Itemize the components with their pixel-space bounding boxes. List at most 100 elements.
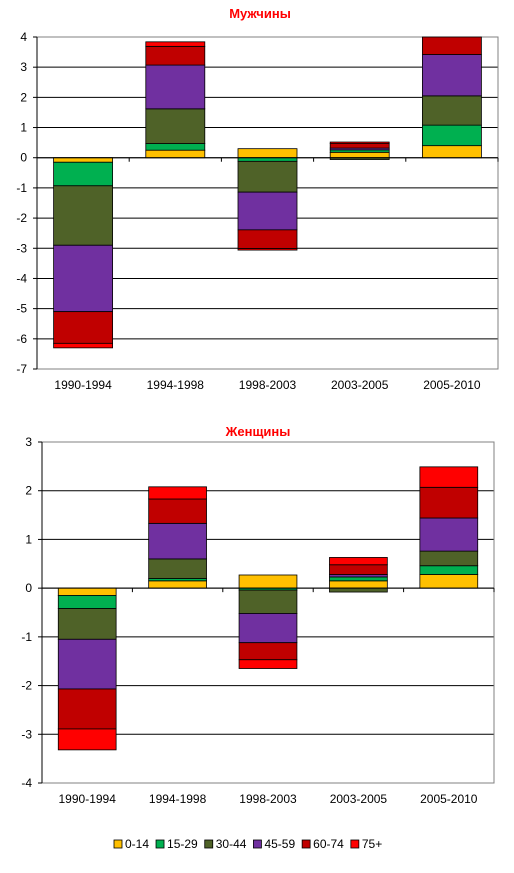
y-tick-label: 4 [20,30,27,44]
legend: 0-14 15-29 30-44 45-59 60-74 75+ [113,837,382,851]
bar-segment-75+ [53,342,114,349]
bar-segment-30-44 [53,185,114,246]
bar-segment-60-74 [237,229,298,249]
bar-segment-60-74 [238,642,298,661]
bar-segment-75+ [237,248,298,251]
bar-segment-45-59 [238,613,298,644]
legend-label: 30-44 [216,837,247,851]
y-tick-label: -5 [16,302,27,316]
x-tick-label: 1994-1998 [147,378,205,392]
x-tick-label: 1990-1994 [54,378,112,392]
bar-segment-60-74 [329,564,388,575]
bar-segment-60-74 [419,486,479,519]
legend-label: 75+ [362,837,382,851]
bar-segment-30-44 [238,589,298,614]
bar-segment-45-59 [419,517,479,552]
y-tick-label: -7 [16,362,27,376]
y-tick-label: -6 [16,332,27,346]
bar-segment-30-44 [421,95,482,126]
bar-segment-60-74 [421,36,482,55]
x-tick-label: 2005-2010 [423,378,481,392]
bar-segment-30-44 [57,608,117,640]
bar-segment-0-14 [419,574,479,589]
x-tick-label: 1998-2003 [239,792,297,806]
legend-label: 0-14 [125,837,149,851]
bar-segment-60-74 [57,688,117,730]
y-tick-label: 1 [25,532,32,546]
y-tick-label: 3 [20,60,27,74]
bar-segment-30-44 [145,108,206,144]
bar-segment-75+ [238,659,298,669]
bar-segment-60-74 [53,311,114,344]
y-tick-label: -1 [16,181,27,195]
bar-segment-0-14 [238,574,298,589]
bar-segment-15-29 [53,161,114,187]
y-tick-label: 0 [25,581,32,595]
y-tick-label: 0 [20,151,27,165]
legend-swatch [204,839,214,849]
bar-segment-45-59 [57,638,117,690]
bar-segment-15-29 [329,576,388,582]
bar-segment-0-14 [329,151,390,159]
bar-segment-15-29 [421,124,482,147]
y-tick-label: -2 [16,211,27,225]
bar-segment-60-74 [148,498,207,524]
bar-segment-45-59 [421,54,482,97]
y-tick-label: -2 [21,679,32,693]
bar-segment-75+ [329,141,390,144]
legend-label: 45-59 [264,837,295,851]
legend-swatch [113,839,123,849]
bar-segment-45-59 [145,64,206,110]
bar-segment-60-74 [145,45,206,66]
bar-segment-0-14 [329,580,388,589]
bar-segment-30-44 [329,587,388,593]
bar-segment-45-59 [53,244,114,313]
x-tick-label: 1998-2003 [239,378,297,392]
bar-segment-75+ [148,486,207,500]
bar-segment-0-14 [237,148,298,159]
y-tick-label: -4 [21,776,32,790]
bar-segment-15-29 [237,157,298,162]
bar-segment-30-44 [237,160,298,193]
x-tick-label: 2003-2005 [330,792,388,806]
x-tick-label: 1990-1994 [59,792,117,806]
y-tick-label: 2 [25,484,32,498]
chart-men: Мужчины 4 3 2 1 0 -1 -2 -3 -4 -5 -6 -7 1990-1994 1994… [16,6,499,392]
y-tick-label: -4 [16,271,27,285]
bar-segment-0-14 [53,157,114,163]
legend-swatch [301,839,311,849]
legend-label: 15-29 [167,837,198,851]
bar-segment-75+ [329,557,388,566]
bar-segment-30-44 [148,558,207,579]
bar-segment-0-14 [421,145,482,159]
bar-segment-45-59 [237,191,298,231]
bar-segment-0-14 [148,580,207,589]
bar-segment-75+ [145,41,206,47]
x-tick-label: 2003-2005 [331,378,389,392]
y-tick-label: 3 [25,435,32,449]
bar-segment-75+ [57,728,117,751]
y-tick-label: -3 [21,727,32,741]
bar-segment-15-29 [57,595,117,610]
legend-swatch [350,839,360,849]
bar-segment-45-59 [148,522,207,560]
legend-label: 60-74 [313,837,344,851]
legend-swatch [253,839,262,849]
y-tick-label: -3 [16,241,27,255]
bar-segment-15-29 [145,143,206,151]
legend-swatch [155,839,165,849]
y-tick-label: -1 [21,630,32,644]
y-tick-label: 1 [20,121,27,135]
x-tick-label: 1994-1998 [149,792,207,806]
chart-women: Женщины 3 2 1 0 -1 -2 -3 -4 1990-1994 1994-1998 19… [21,424,495,806]
bar-segment-0-14 [145,149,206,159]
bar-segment-15-29 [419,565,479,575]
bar-segment-0-14 [57,587,117,596]
bar-segment-75+ [419,466,479,488]
x-tick-label: 2005-2010 [420,792,478,806]
bar-segment-30-44 [419,550,479,567]
chart-title: Мужчины [229,6,291,21]
chart-title: Женщины [225,424,291,439]
y-tick-label: 2 [20,90,27,104]
